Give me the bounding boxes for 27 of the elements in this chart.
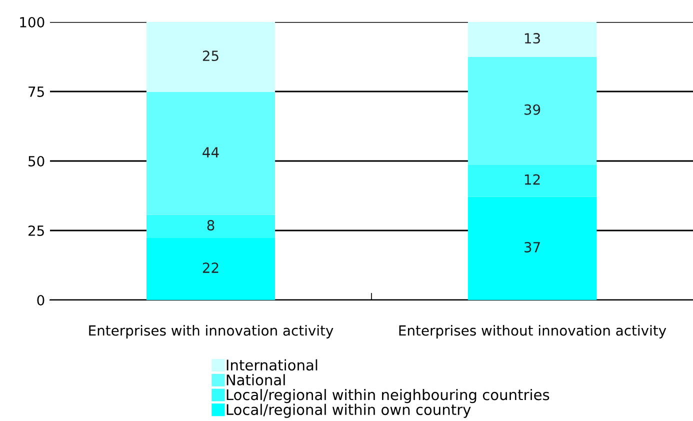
- bar: [146, 92, 276, 215]
- data-label: 44: [202, 147, 219, 158]
- x-tick-label: Enterprises with innovation activity: [89, 325, 334, 338]
- data-label: 13: [524, 33, 540, 44]
- data-label: 37: [524, 242, 540, 252]
- legend-label: Local/regional within own country: [226, 404, 471, 418]
- bar: [468, 22, 597, 58]
- bar: [146, 22, 276, 92]
- y-tick-label: 0: [37, 294, 44, 306]
- data-label: 8: [207, 220, 214, 230]
- bar: [146, 214, 276, 238]
- bar: [468, 57, 597, 165]
- data-label: 39: [524, 104, 540, 115]
- y-tick-label: 75: [28, 86, 44, 97]
- y-tick-label: 50: [28, 156, 44, 166]
- legend-label: Local/regional within neighbouring countries: [226, 388, 550, 404]
- legend-label: National: [226, 374, 285, 386]
- bar: [146, 238, 276, 300]
- data-label: 12: [524, 174, 540, 185]
- bar: [468, 164, 597, 197]
- y-tick-label: 100: [20, 16, 44, 28]
- data-label: 25: [202, 50, 218, 62]
- x-tick-label: Enterprises without innovation activity: [399, 325, 666, 338]
- bar: [468, 196, 597, 300]
- data-label: 22: [202, 262, 218, 273]
- legend-label: International: [226, 359, 318, 371]
- y-tick-label: 25: [28, 225, 44, 236]
